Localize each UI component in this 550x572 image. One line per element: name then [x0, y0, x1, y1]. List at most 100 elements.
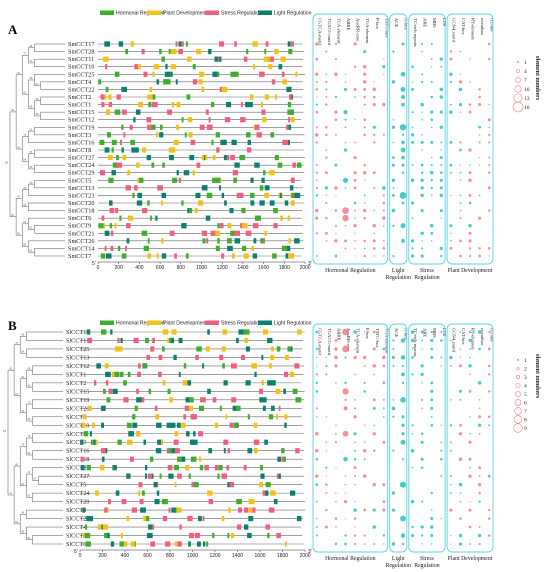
motif-box [108, 94, 112, 100]
element-bubble [487, 534, 491, 537]
motif-box [260, 101, 263, 108]
element-bubble [343, 87, 348, 92]
motif-box [156, 253, 159, 259]
element-bubble [487, 517, 491, 520]
element-bubble [420, 140, 424, 144]
motif-box [143, 515, 147, 522]
element-bubble [382, 440, 386, 444]
motif-box [146, 532, 153, 539]
element-bubble [334, 209, 338, 212]
element-bubble [315, 88, 319, 91]
motif-box [226, 101, 232, 108]
motif-box [126, 223, 131, 229]
motif-box [109, 200, 113, 206]
element-bubble [353, 355, 357, 360]
motif-box [136, 162, 140, 168]
element-bubble [382, 186, 386, 190]
element-bubble [430, 381, 434, 385]
motif-box [121, 124, 124, 130]
motif-box [93, 439, 96, 445]
element-bubble [372, 102, 376, 107]
element-bubble [392, 399, 395, 401]
element-bubble [478, 95, 481, 99]
element-bubble [315, 80, 318, 83]
element-bubble [364, 424, 366, 426]
motif-box [251, 245, 254, 252]
motif-box [288, 48, 293, 55]
element-bubble [392, 224, 395, 227]
motif-box [133, 337, 139, 344]
element-bubble [392, 118, 395, 121]
gene-label: SlCCT1 [66, 371, 86, 378]
motif-box [183, 363, 187, 369]
element-bubble [354, 542, 357, 546]
element-bubble [440, 441, 443, 444]
motif-box [229, 482, 235, 488]
motif-box [264, 185, 270, 191]
element-bubble [391, 178, 396, 182]
element-bubble [421, 73, 424, 76]
motif-box [146, 154, 152, 161]
element-bubble [372, 432, 376, 436]
motif-box [196, 346, 202, 352]
motif-box [267, 337, 273, 344]
group-box [408, 323, 446, 553]
motif-box [281, 448, 285, 454]
bootstrap-value: 88 [23, 243, 26, 247]
motif-box [214, 422, 219, 428]
motif-box [285, 354, 289, 361]
element-bubble [478, 500, 481, 503]
motif-box [110, 329, 113, 335]
element-bubble [373, 543, 376, 545]
bootstrap-value: 92 [17, 71, 20, 75]
element-bubble [372, 525, 377, 529]
element-bubble [458, 432, 463, 436]
element-bubble [392, 141, 395, 144]
element-bubble [373, 424, 376, 427]
element-bubble [469, 81, 471, 83]
x-tick-label: 1200 [217, 265, 228, 271]
motif-box [234, 230, 240, 236]
motif-box [145, 337, 149, 344]
element-bubble [430, 398, 434, 402]
motif-box [239, 192, 244, 199]
motif-box [133, 147, 139, 153]
element-bubble [487, 390, 491, 393]
element-bubble [383, 255, 385, 257]
element-bubble [487, 474, 491, 478]
motif-box [207, 388, 211, 394]
motif-box [202, 238, 206, 244]
element-bubble [372, 224, 376, 228]
element-bubble [458, 87, 463, 92]
motif-box [294, 363, 300, 369]
motif-box [174, 448, 180, 454]
element-bubble [439, 193, 444, 198]
element-bubble [400, 71, 406, 77]
motif-box [171, 448, 178, 454]
motif-box [223, 154, 230, 161]
legend-swatch [147, 10, 161, 15]
element-bubble [344, 475, 347, 477]
motif-box [83, 414, 87, 420]
x-tick-label: 1600 [254, 553, 265, 559]
element-bubble [449, 441, 452, 444]
motif-box [257, 215, 261, 221]
column-header: O2-site [490, 328, 495, 342]
motif-box [86, 465, 91, 471]
motif-box [205, 215, 211, 221]
element-bubble [334, 110, 338, 114]
motif-box [90, 439, 93, 445]
element-bubble [439, 110, 443, 114]
element-bubble [449, 508, 453, 512]
motif-box [98, 223, 104, 229]
element-bubble [334, 58, 338, 61]
motif-box [232, 139, 237, 146]
element-bubble [450, 534, 452, 537]
motif-box [261, 354, 264, 361]
motif-box [247, 139, 252, 146]
element-bubble [488, 141, 491, 144]
element-bubble [315, 133, 319, 137]
element-bubble [449, 355, 453, 360]
motif-box [262, 117, 267, 123]
element-bubble [324, 186, 328, 190]
